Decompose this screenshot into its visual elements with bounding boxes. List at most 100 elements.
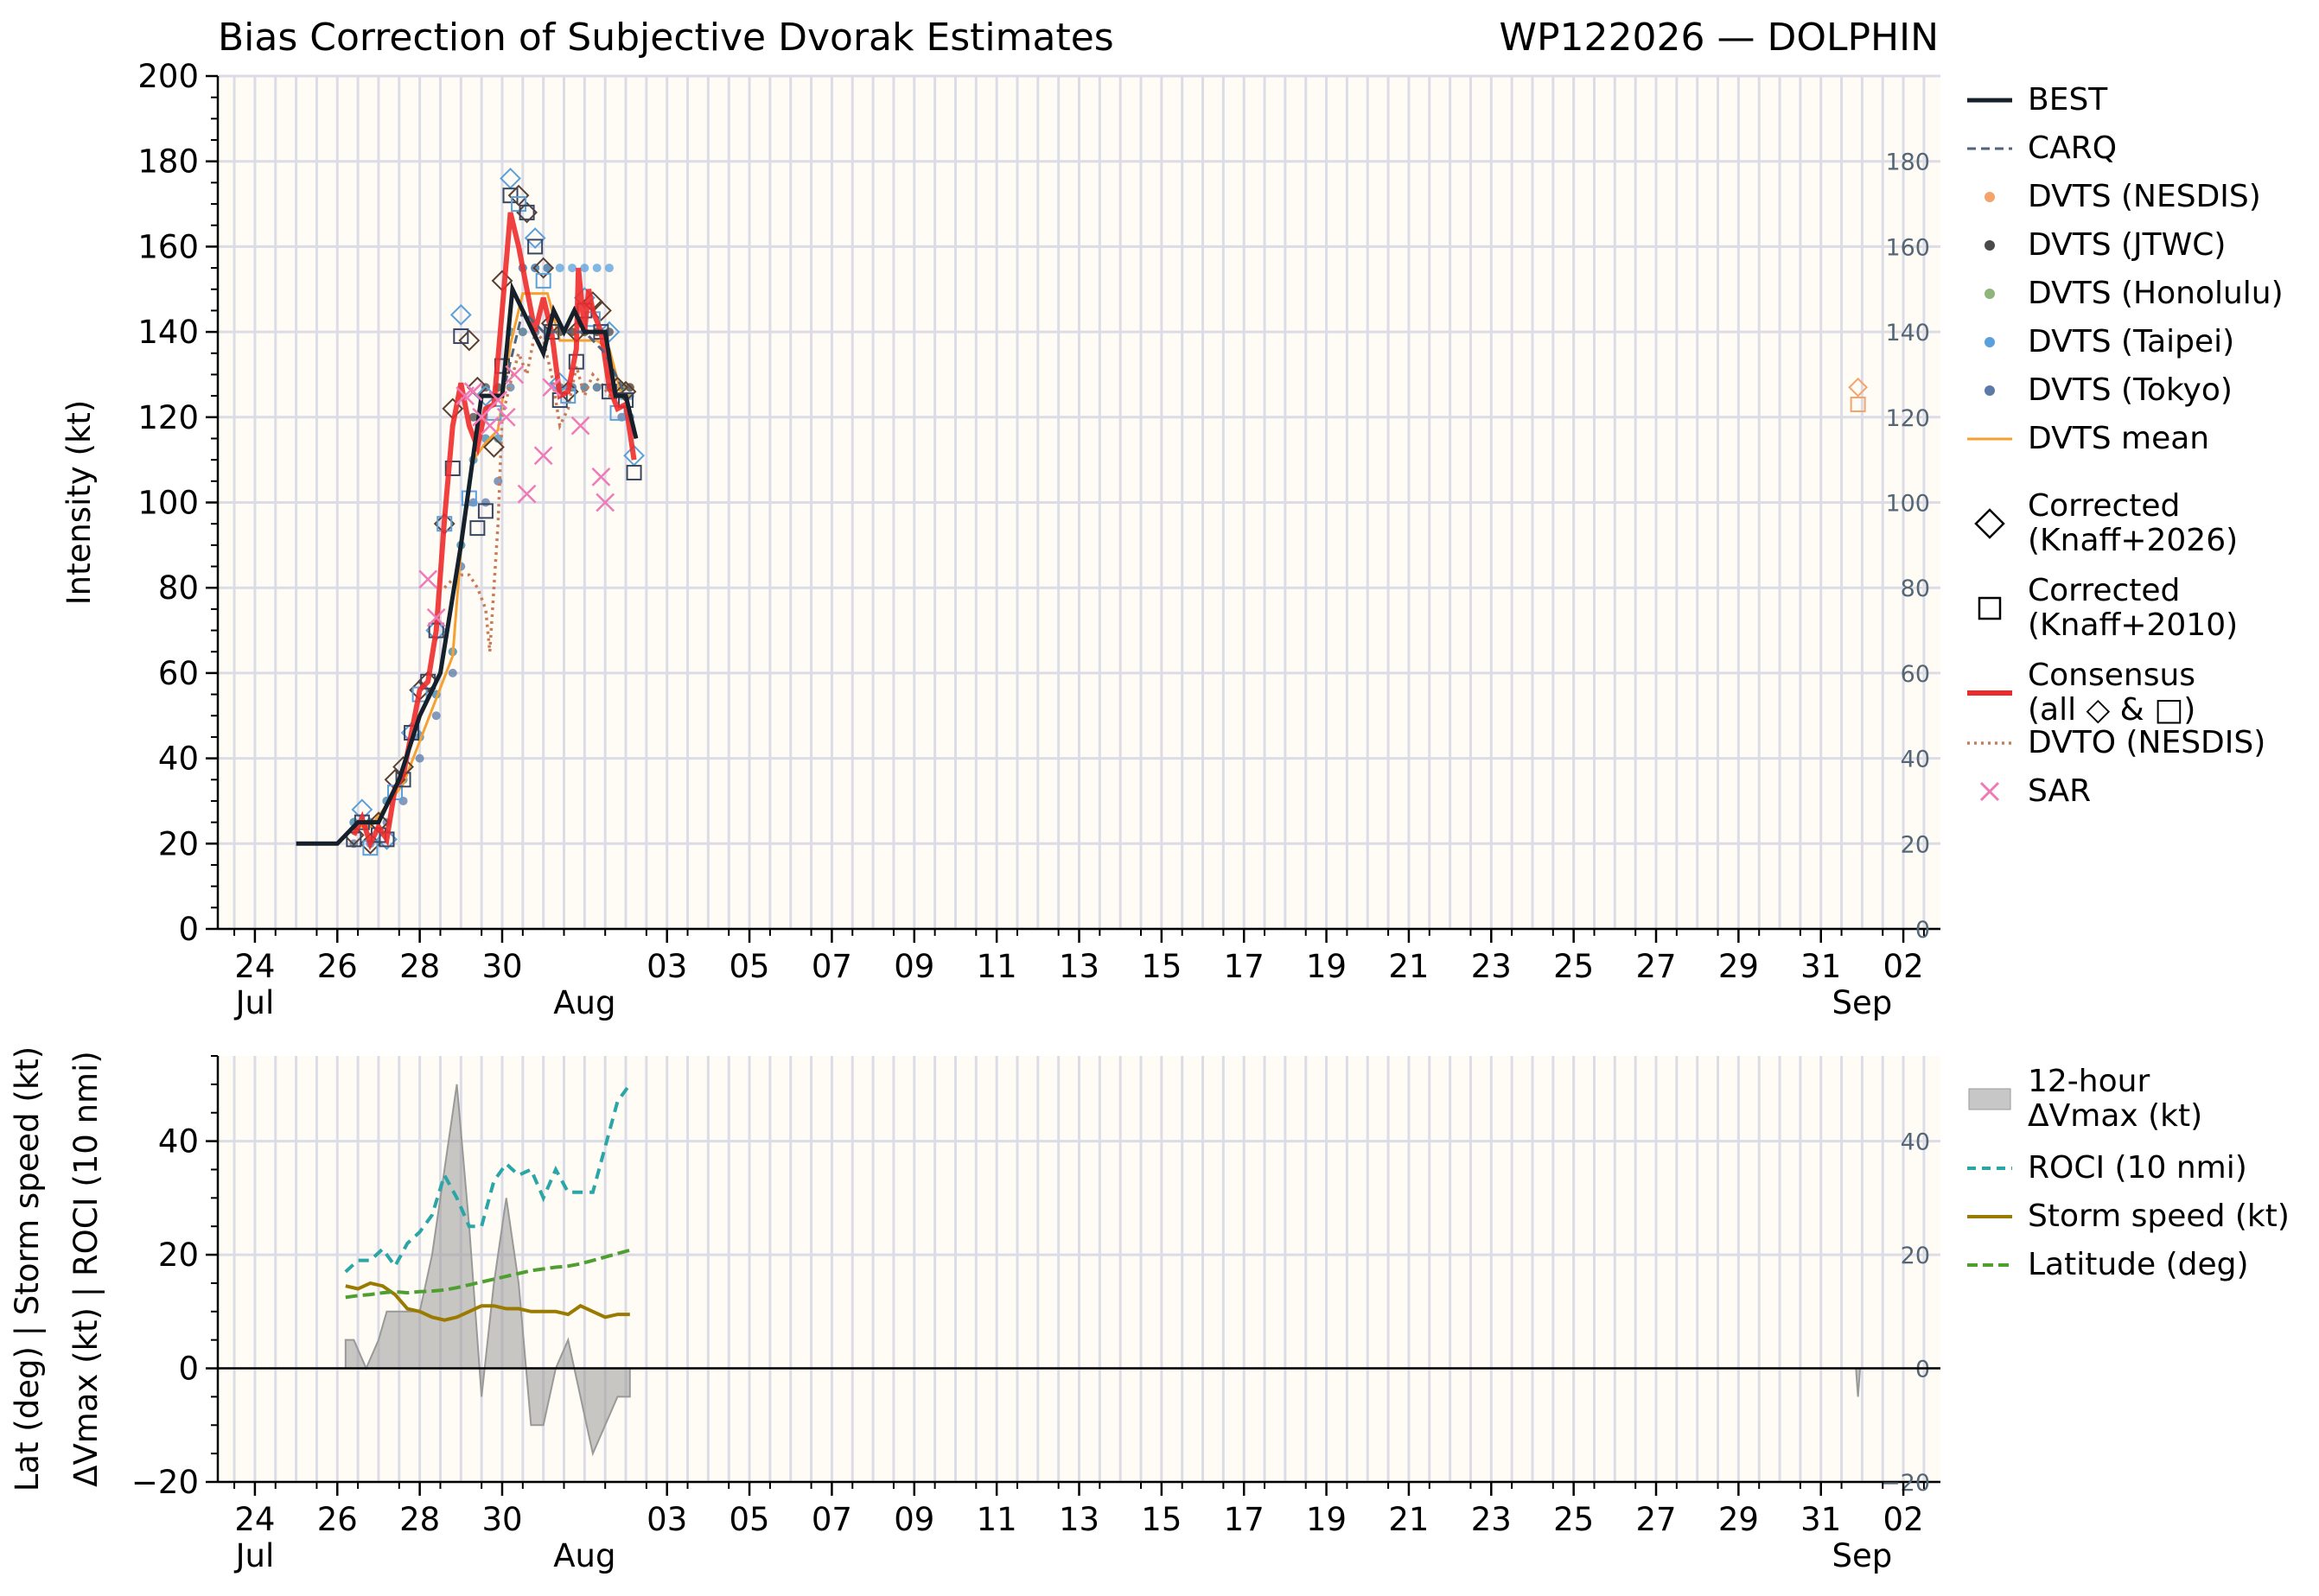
secondary-y-tick-label: 0: [1915, 1357, 1930, 1383]
dvts-point: [448, 668, 457, 677]
legend-label: Latitude (deg): [2028, 1247, 2249, 1282]
secondary-y-tick-label: 180: [1885, 149, 1930, 176]
x-tick-label: 24: [234, 1501, 275, 1538]
x-tick-label: 21: [1388, 948, 1429, 985]
sar-point: [533, 446, 553, 466]
sar-point: [418, 569, 438, 589]
latitude-line: [345, 1248, 631, 1300]
secondary-y-tick-label: 20: [1901, 1243, 1930, 1269]
x-tick-label: 05: [729, 1501, 770, 1538]
secondary-y-tick-label: 40: [1901, 1129, 1930, 1156]
corrected-2026-point: [507, 184, 530, 207]
x-tick-label: 15: [1141, 1501, 1182, 1538]
legend-symbol: [1967, 741, 2012, 745]
x-month-label: Aug: [553, 1537, 615, 1574]
legend-symbol: [1967, 1167, 2012, 1170]
x-tick-label: 19: [1306, 1501, 1347, 1538]
corrected-2010-point: [453, 328, 469, 345]
intensity-panel: 0204060801001201401601802000204060801001…: [61, 58, 1940, 1021]
y-tick-label: 140: [137, 314, 199, 351]
x-tick-label: 03: [647, 1501, 687, 1538]
legend-symbol: [1979, 781, 2000, 802]
best-track-line: [296, 281, 639, 846]
dvts-point: [415, 753, 424, 763]
x-tick-label: 02: [1883, 1501, 1924, 1538]
y-tick-label: −20: [131, 1464, 199, 1501]
corrected-2010-point: [535, 272, 551, 289]
structure-legend: 12-hour ΔVmax (kt) ROCI (10 nmi) Storm spee…: [1964, 1065, 2309, 1282]
x-tick-label: 11: [977, 1501, 1017, 1538]
corrected-2026-point: [524, 227, 546, 249]
dvts-point: [592, 264, 602, 273]
legend-label: BEST: [2028, 82, 2108, 118]
consensus-line: [351, 212, 637, 851]
x-tick-label: 05: [729, 948, 770, 985]
sar-point: [591, 467, 611, 486]
chart-title: Bias Correction of Subjective Dvorak Est…: [218, 16, 1114, 60]
x-tick-label: 25: [1553, 1501, 1594, 1538]
roci-line: [344, 1083, 632, 1274]
y-tick-label: 60: [158, 655, 199, 692]
legend-label: Corrected (Knaff+2026): [2028, 488, 2239, 558]
corrected-2010-point: [1850, 396, 1866, 412]
x-tick-label: 17: [1224, 948, 1265, 985]
secondary-y-tick-label: 20: [1901, 831, 1930, 858]
y-tick-label: 180: [137, 143, 199, 181]
dvts-point: [506, 383, 515, 392]
dvto-line: [443, 328, 627, 652]
y-tick-label: 80: [158, 569, 199, 607]
corrected-2010-point: [626, 464, 642, 480]
corrected-2010-point: [511, 196, 527, 213]
x-month-label: Jul: [234, 984, 275, 1021]
dvts-point: [568, 264, 577, 273]
y-tick-label: 120: [137, 399, 199, 436]
sar-point: [463, 382, 483, 402]
legend-label: Corrected (Knaff+2010): [2028, 573, 2239, 643]
y-tick-label: 160: [137, 228, 199, 265]
secondary-y-tick-label: 40: [1901, 747, 1930, 773]
dvts-point: [518, 327, 527, 337]
dvts-point: [592, 383, 602, 392]
x-tick-label: 03: [647, 948, 687, 985]
x-tick-label: 09: [894, 948, 934, 985]
dvts-point: [531, 264, 540, 273]
legend-label: DVTS (Taipei): [2028, 324, 2235, 359]
corrected-2010-point: [477, 503, 494, 519]
legend-symbol: [1967, 690, 2012, 696]
sar-point: [596, 493, 615, 512]
corrected-2026-point: [1848, 377, 1869, 397]
corrected-2010-point: [444, 461, 461, 477]
corrected-2010-point: [527, 238, 544, 255]
legend-label: DVTS mean: [2028, 421, 2210, 456]
x-tick-label: 07: [812, 948, 852, 985]
legend-label: DVTS (Tokyo): [2028, 372, 2233, 408]
y-tick-label: 200: [137, 58, 199, 95]
legend-label: DVTS (NESDIS): [2028, 179, 2261, 214]
corrected-2010-point: [502, 188, 519, 204]
sar-point: [426, 607, 446, 627]
x-tick-label: 30: [481, 948, 522, 985]
dvts-point: [431, 711, 441, 721]
legend-symbol: [1967, 1263, 2012, 1267]
corrected-2026-point: [449, 303, 472, 326]
y-tick-label: 100: [137, 485, 199, 522]
secondary-y-tick-label: 80: [1901, 575, 1930, 602]
secondary-y-tick-label: −20: [1881, 1470, 1930, 1497]
x-tick-label: 31: [1800, 948, 1841, 985]
x-tick-label: 21: [1388, 1501, 1429, 1538]
sar-point: [505, 365, 525, 385]
y-axis-label: Lat (deg) | Storm speed (kt): [9, 1046, 46, 1492]
corrected-2010-point: [469, 520, 486, 537]
x-tick-label: 23: [1471, 1501, 1512, 1538]
legend-symbol: [1985, 240, 1995, 251]
dvts-point: [555, 264, 564, 273]
dvts-point: [468, 412, 478, 422]
secondary-y-tick-label: 0: [1915, 917, 1930, 944]
y-tick-label: 0: [178, 1351, 199, 1388]
legend-label: SAR: [2028, 773, 2092, 809]
sar-point: [488, 391, 508, 410]
legend-label: DVTO (NESDIS): [2028, 725, 2266, 760]
dvts-point: [580, 264, 589, 273]
storm-id-title: WP122026 — DOLPHIN: [1499, 16, 1939, 60]
